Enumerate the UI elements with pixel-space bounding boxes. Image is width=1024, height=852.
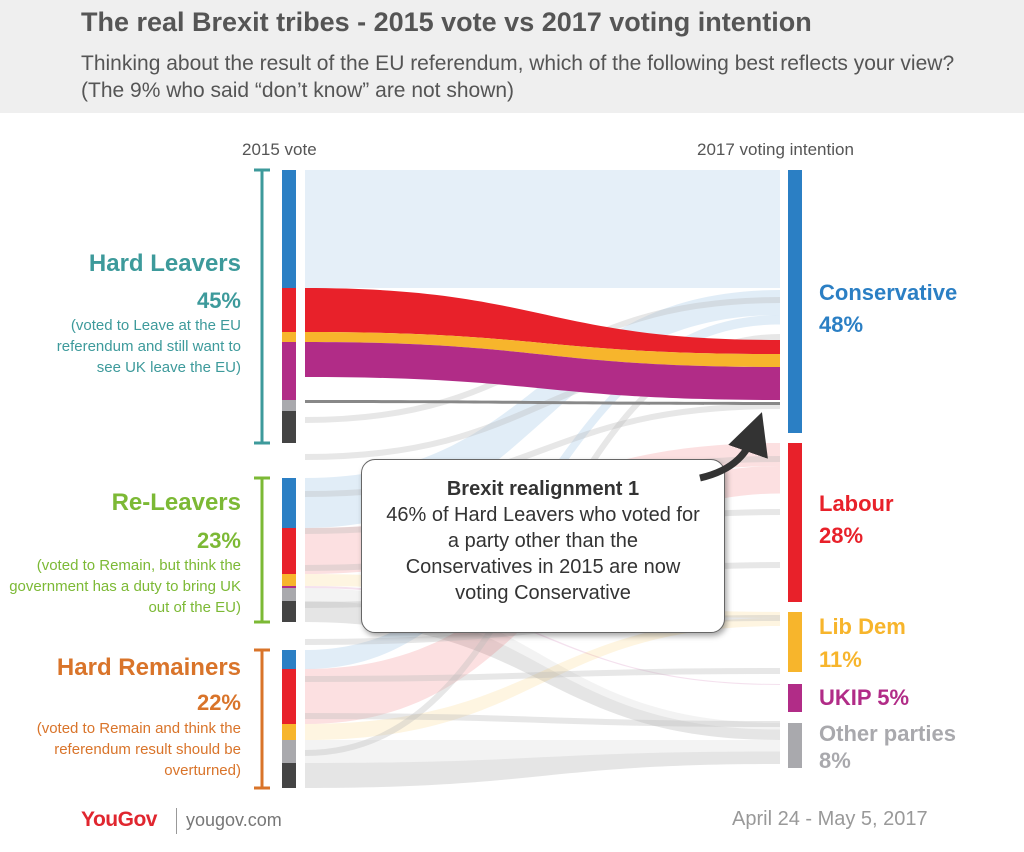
flow-2-non	[305, 751, 780, 788]
flow-1-ukip	[305, 586, 780, 685]
tribe-pct-hard-remainers: 22%	[196, 690, 241, 715]
header-band	[0, 0, 1024, 113]
right-bar-oth	[788, 723, 802, 768]
flow-hardleave-ld-con	[305, 332, 780, 367]
party-label-ukip: UKIP 5%	[819, 685, 909, 711]
flow-hardleave-oth-con	[305, 400, 780, 405]
left-bar-0-ld	[282, 332, 296, 342]
left-bar-2-con	[282, 650, 296, 669]
left-bar-0-con	[282, 170, 296, 288]
chart-subtitle: Thinking about the result of the EU refe…	[81, 52, 955, 102]
flow-2-oth	[305, 740, 780, 763]
yougov-logo: YouGov	[81, 808, 157, 831]
party-label-conservative: Conservative	[819, 280, 958, 305]
left-bar-2-lab	[282, 669, 296, 724]
left-bar-2-ld	[282, 724, 296, 740]
tribe-bracket-1	[254, 476, 270, 624]
party-label-other: Other parties	[819, 721, 956, 746]
flow-1-oth	[305, 588, 780, 730]
party-pct-labour: 28%	[819, 523, 864, 548]
tribe-desc-hard-leavers: (voted to Leave at the EU referendum and…	[56, 317, 241, 376]
left-bar-2-non	[282, 763, 296, 788]
left-bar-1-oth	[282, 588, 296, 601]
callout-title: Brexit realignment 1	[446, 478, 640, 500]
flow-1-non	[305, 601, 780, 740]
chart-title: The real Brexit tribes - 2015 vote vs 20…	[81, 7, 812, 37]
tribe-name-re-leavers: Re-Leavers	[111, 489, 241, 516]
left-bar-0-lab	[282, 288, 296, 332]
survey-date: April 24 - May 5, 2017	[732, 808, 928, 830]
tribe-pct-re-leavers: 23%	[196, 528, 241, 553]
left-bar-0-non	[282, 411, 296, 443]
left-bar-1-con	[282, 478, 296, 528]
flow-2-ld	[305, 618, 780, 740]
site-link[interactable]: yougov.com	[186, 810, 282, 830]
left-bar-0-ukip	[282, 342, 296, 400]
flow-faint-line	[304, 668, 781, 682]
party-label-libdem: Lib Dem	[819, 614, 906, 639]
tribe-name-hard-leavers: Hard Leavers	[88, 250, 241, 277]
flow-hardleave-lab-con	[305, 288, 780, 354]
left-bar-1-non	[282, 601, 296, 622]
left-bar-0-oth	[282, 400, 296, 411]
tribe-bracket-2	[254, 648, 270, 790]
right-bar-lab	[788, 443, 802, 602]
left-bar-1-ld	[282, 574, 296, 586]
party-name-ukip: UKIP	[819, 685, 872, 710]
left-bar-2-oth	[282, 740, 296, 763]
tribe-bracket-0	[254, 168, 270, 445]
left-column-header: 2015 vote	[242, 140, 317, 159]
flow-hardleave-ukip-con	[305, 342, 780, 400]
right-bar-ukip	[788, 684, 802, 712]
tribe-desc-hard-remainers: (voted to Remain and think the referendu…	[36, 720, 241, 779]
right-column-header: 2017 voting intention	[697, 140, 854, 159]
right-bar-ld	[788, 612, 802, 672]
flow-hardleave-con-con	[305, 170, 780, 288]
flow-faint-line	[304, 713, 781, 727]
tribe-name-hard-remainers: Hard Remainers	[56, 654, 241, 681]
left-bar-1-ukip	[282, 586, 296, 588]
party-pct-ukip: 5%	[877, 685, 910, 710]
party-pct-other: 8%	[819, 748, 851, 773]
tribe-desc-re-leavers: (voted to Remain, but think the governme…	[9, 557, 241, 616]
party-pct-conservative: 48%	[819, 312, 864, 337]
left-bar-1-lab	[282, 528, 296, 574]
party-label-labour: Labour	[819, 491, 894, 516]
right-bar-con	[788, 170, 802, 433]
party-pct-libdem: 11%	[819, 647, 862, 672]
logo-divider	[176, 808, 177, 834]
tribe-pct-hard-leavers: 45%	[196, 288, 241, 313]
callout-text: 46% of Hard Leavers who voted for a part…	[386, 504, 700, 604]
callout-box: Brexit realignment 1 46% of Hard Leavers…	[361, 459, 725, 633]
